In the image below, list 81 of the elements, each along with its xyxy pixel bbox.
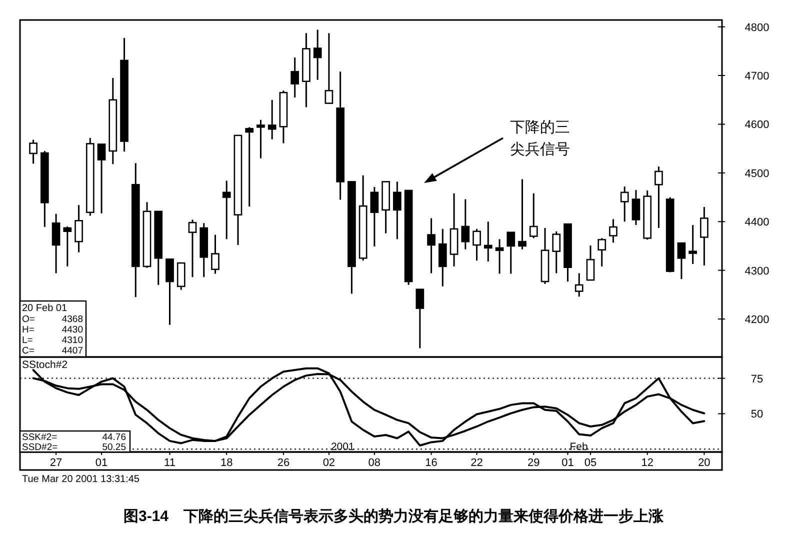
- ytick-label: 4500: [744, 168, 770, 180]
- candlestick: [74, 204, 83, 254]
- candlestick: [256, 119, 265, 160]
- xtick-label: 22: [470, 457, 483, 469]
- candlestick: [461, 198, 470, 250]
- candlestick: [688, 224, 698, 265]
- readout-value: 50.25: [102, 442, 126, 453]
- candlestick: [495, 238, 504, 274]
- readout-value: 4368: [62, 314, 83, 325]
- candlestick: [654, 166, 663, 229]
- timestamp: Tue Mar 20 2001 13:31:45: [22, 474, 140, 485]
- candlestick: [416, 288, 424, 349]
- xtick-label: 16: [425, 457, 438, 469]
- ytick-label: 4300: [744, 265, 770, 278]
- candlestick: [211, 234, 220, 274]
- ytick-label: 4800: [744, 22, 770, 34]
- candlestick: [620, 186, 629, 222]
- candlestick: [518, 178, 526, 250]
- caption: 图3-14 下降的三尖兵信号表示多头的势力没有足够的力量来使得价格进一步上涨: [123, 508, 664, 525]
- xtick-label: 01: [562, 457, 574, 469]
- ytick-label: 75: [750, 373, 764, 386]
- readout-label: L=: [22, 335, 33, 346]
- readout-label: H=: [22, 324, 34, 336]
- candlestick: [700, 206, 708, 266]
- ytick-label: 4600: [744, 119, 770, 132]
- candlestick: [245, 126, 254, 208]
- candlestick: [472, 228, 481, 262]
- readout-date: 20 Feb 01: [22, 303, 68, 314]
- xtick-label: 20: [698, 457, 710, 469]
- readout-label: SSD#2=: [22, 442, 58, 453]
- ytick-label: 4700: [744, 70, 770, 83]
- candlestick: [63, 226, 72, 268]
- candlestick: [529, 192, 538, 239]
- candlestick: [370, 186, 379, 248]
- candlestick: [52, 213, 60, 274]
- candlestick: [609, 218, 618, 244]
- candlestick: [506, 232, 516, 274]
- candlestick: [677, 242, 686, 280]
- candlestick: [97, 143, 106, 214]
- ytick-label: 4400: [744, 216, 770, 229]
- candlestick: [268, 99, 276, 140]
- candlestick: [29, 139, 38, 164]
- candlestick: [313, 28, 322, 81]
- candlestick: [484, 220, 492, 262]
- candlestick: [632, 189, 640, 226]
- candlestick: [427, 217, 436, 274]
- readout-value: 4407: [62, 346, 83, 356]
- xtick-label: 08: [368, 457, 381, 469]
- candlestick: [586, 244, 595, 282]
- readout-label: O=: [22, 314, 35, 325]
- candlestick: [574, 272, 584, 298]
- xtick-label: 11: [164, 457, 176, 469]
- xtick-label: 29: [528, 457, 540, 469]
- readout-value: 44.76: [102, 432, 126, 443]
- readout-label: C=: [22, 346, 34, 356]
- xtick-label: 05: [584, 457, 597, 469]
- candlestick: [598, 237, 606, 268]
- ytick-label: 50: [750, 408, 764, 421]
- candlestick: [438, 228, 447, 288]
- candlestick: [324, 32, 334, 104]
- candlestick: [552, 230, 561, 274]
- candlestick: [166, 258, 174, 326]
- xtick-label: 26: [277, 457, 290, 469]
- readout-value: 4430: [62, 324, 83, 336]
- candlestick: [176, 262, 186, 291]
- xtick-label: 02: [322, 457, 336, 469]
- xtick-label: 27: [50, 457, 62, 469]
- ytick-label: 4200: [744, 314, 770, 326]
- candlestick: [393, 180, 402, 240]
- xtick-label: 12: [641, 457, 654, 469]
- arrow-note: 下降的三尖兵信号: [510, 118, 570, 158]
- xtick-label: 18: [220, 457, 233, 469]
- readout-value: 4310: [62, 335, 83, 346]
- panel-title: SStoch#2: [22, 359, 68, 371]
- period-label: 2001: [330, 441, 354, 453]
- candlestick: [290, 56, 300, 98]
- period-label: Feb: [570, 441, 588, 453]
- candlestick: [188, 218, 197, 278]
- xtick-label: 01: [95, 457, 108, 469]
- readout-label: SSK#2=: [22, 432, 58, 443]
- candlestick: [222, 180, 231, 240]
